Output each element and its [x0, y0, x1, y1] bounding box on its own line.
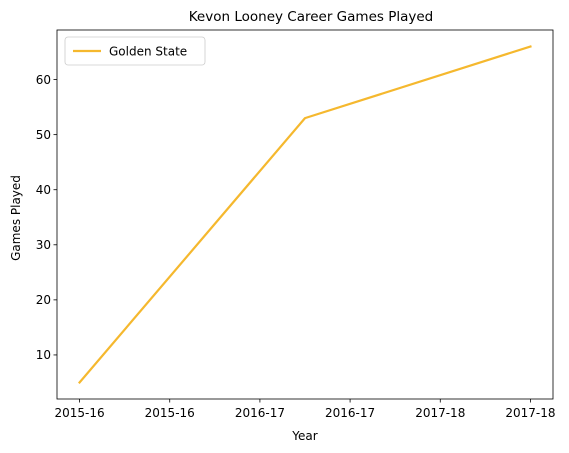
y-tick-label: 10 [36, 348, 51, 362]
y-axis-label: Games Played [9, 175, 23, 261]
x-tick-label: 2016-17 [325, 406, 375, 420]
y-tick-label: 30 [36, 238, 51, 252]
y-tick-label: 40 [36, 183, 51, 197]
chart-title: Kevon Looney Career Games Played [189, 9, 433, 25]
plot-area: 10 20 30 40 50 60 2015-16 2015-16 2016-17 2016-17… [36, 29, 556, 420]
x-tick-label: 2016-17 [235, 406, 285, 420]
x-tick-label: 2017-18 [505, 406, 555, 420]
y-tick-label: 50 [36, 128, 51, 142]
x-tick-label: 2015-16 [145, 406, 195, 420]
x-tick-label: 2015-16 [54, 406, 104, 420]
legend-box [64, 36, 206, 66]
legend-label: Golden State [109, 44, 187, 58]
y-tick-label: 20 [36, 293, 51, 307]
y-tick-label: 60 [36, 73, 51, 87]
x-tick-label: 2017-18 [415, 406, 465, 420]
x-axis-label: Year [291, 429, 317, 443]
series-line-0 [77, 45, 532, 385]
plot-frame [56, 29, 554, 400]
